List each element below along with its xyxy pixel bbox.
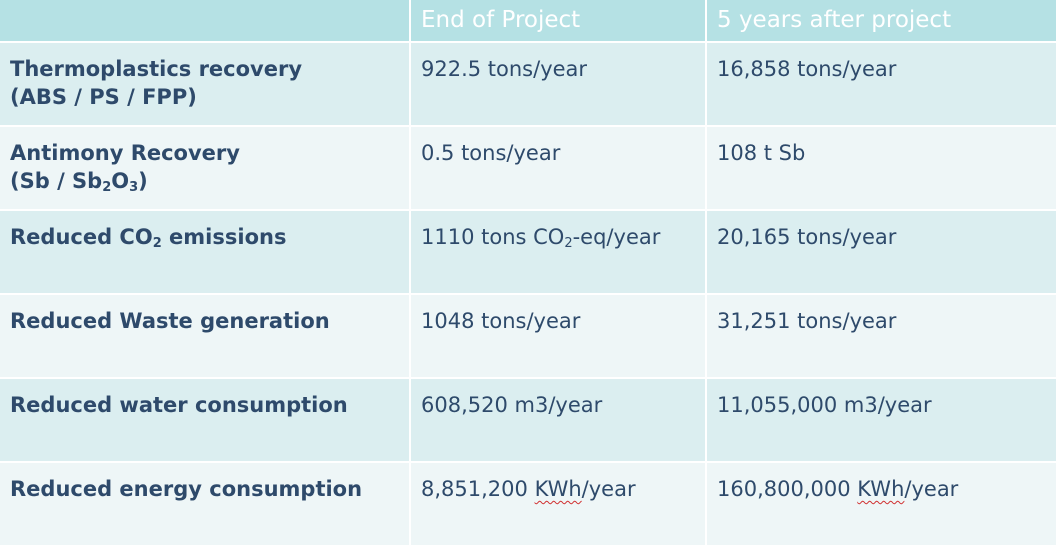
table-row: Antimony Recovery (Sb / Sb2O3) 0.5 tons/… [0,126,1057,211]
value-part: 1110 tons CO [421,225,565,249]
end-of-project-value: 608,520 m3/year [410,378,707,463]
row-label-line1: Antimony Recovery [10,141,240,165]
value-part: -eq/year [572,225,661,249]
header-empty-cell [0,0,411,43]
after-project-value: 16,858 tons/year [706,42,1057,127]
table-row: Reduced CO2 emissions 1110 tons CO2-eq/y… [0,210,1057,295]
row-label: Reduced water consumption [0,378,411,463]
spellcheck-underlined-unit: KWh [857,477,905,501]
header-end-of-project: End of Project [410,0,707,43]
row-label-part: Reduced CO [10,225,153,249]
header-5-years-after: 5 years after project [706,0,1057,43]
value-part: 160,800,000 [717,477,858,501]
after-project-value: 11,055,000 m3/year [706,378,1057,463]
row-label-part: (Sb / Sb [10,169,103,193]
table-row: Reduced Waste generation 1048 tons/year … [0,294,1057,379]
value-part: 8,851,200 [421,477,535,501]
row-label-line2: (ABS / PS / FPP) [10,85,197,109]
end-of-project-value: 0.5 tons/year [410,126,707,211]
row-label-part: O [111,169,130,193]
row-label-part: ) [138,169,148,193]
table-row: Reduced energy consumption 8,851,200 KWh… [0,462,1057,547]
subscript: 3 [129,180,139,195]
row-label-part: emissions [161,225,287,249]
after-project-value: 108 t Sb [706,126,1057,211]
value-part: /year [581,477,636,501]
spellcheck-underlined-unit: KWh [534,477,582,501]
subscript: 2 [564,236,573,251]
row-label: Reduced Waste generation [0,294,411,379]
subscript: 2 [102,180,112,195]
table-row: Thermoplastics recovery (ABS / PS / FPP)… [0,42,1057,127]
end-of-project-value: 922.5 tons/year [410,42,707,127]
end-of-project-value: 1110 tons CO2-eq/year [410,210,707,295]
after-project-value: 31,251 tons/year [706,294,1057,379]
row-label: Thermoplastics recovery (ABS / PS / FPP) [0,42,411,127]
after-project-value: 160,800,000 KWh/year [706,462,1057,547]
end-of-project-value: 8,851,200 KWh/year [410,462,707,547]
after-project-value: 20,165 tons/year [706,210,1057,295]
row-label-line1: Thermoplastics recovery [10,57,303,81]
value-part: /year [904,477,959,501]
header-row: End of Project 5 years after project [0,0,1057,43]
table-row: Reduced water consumption 608,520 m3/yea… [0,378,1057,463]
row-label: Reduced energy consumption [0,462,411,547]
row-label: Reduced CO2 emissions [0,210,411,295]
subscript: 2 [152,236,162,251]
end-of-project-value: 1048 tons/year [410,294,707,379]
row-label: Antimony Recovery (Sb / Sb2O3) [0,126,411,211]
